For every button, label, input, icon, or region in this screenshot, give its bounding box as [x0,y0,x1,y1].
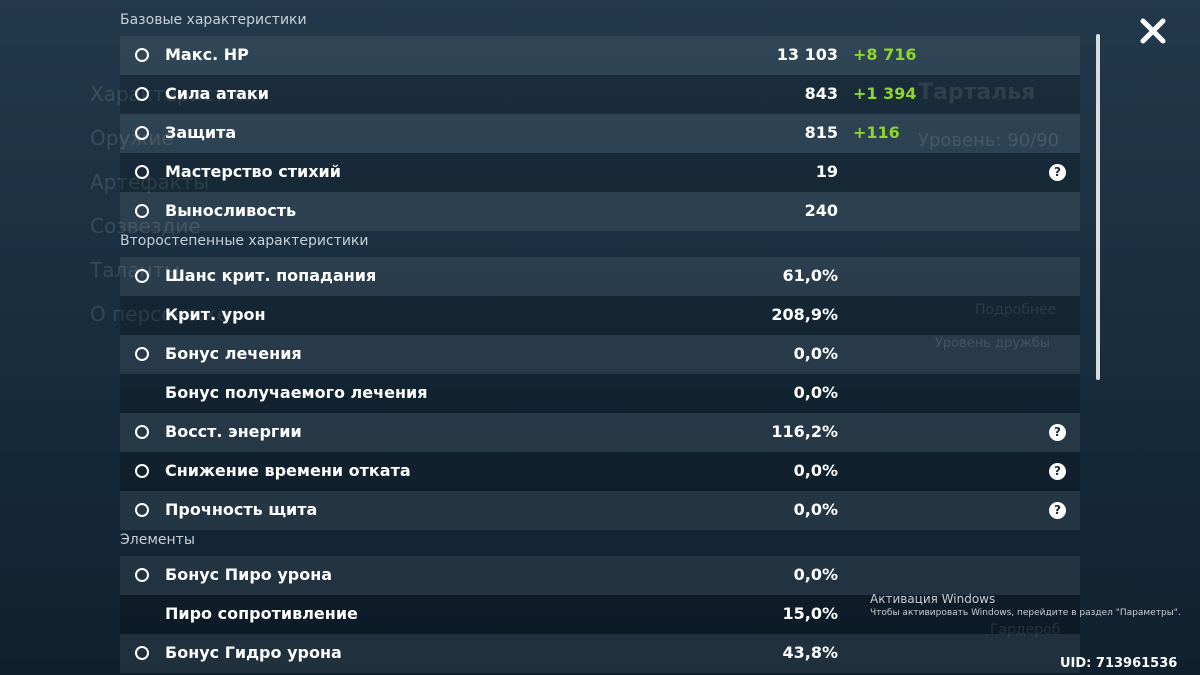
help-icon[interactable]: ? [1049,502,1066,519]
stat-name: Бонус Гидро урона [165,643,342,662]
stat-name: Макс. HP [165,45,249,64]
section-title: Второстепенные характеристики [120,233,369,249]
stat-value: 208,9% [771,305,838,324]
stat-value: 0,0% [793,461,838,480]
stat-row: Снижение времени отката 0,0%? [120,452,1080,491]
windows-title: Активация Windows [870,592,996,606]
stat-row: Макс. HP 13 103 +8 716 [120,36,1080,75]
stat-bonus: +116 [853,123,900,142]
stat-icon [135,87,149,101]
stat-name: Бонус получаемого лечения [165,383,428,402]
stat-value: 815 [804,123,838,142]
stat-value: 116,2% [771,422,838,441]
section-title: Базовые характеристики [120,12,307,28]
stat-icon [135,503,149,517]
menu-item: Характеристики [90,82,264,106]
stat-row: Защита 815 +116 [120,114,1080,153]
windows-text: Чтобы активировать Windows, перейдите в … [870,608,1181,618]
stat-icon [135,269,149,283]
stat-name: Выносливость [165,201,297,220]
menu-item: Созвездие [90,214,201,238]
stat-icon [135,204,149,218]
stat-row: Бонус лечения 0,0% [120,335,1080,374]
stat-row: Бонус получаемого лечения 0,0% [120,374,1080,413]
stat-name: Бонус Пиро урона [165,565,333,584]
stat-name: Защита [165,123,237,142]
stat-value: 0,0% [793,500,838,519]
close-button[interactable] [1140,18,1166,44]
stat-row: Восст. энергии 116,2%? [120,413,1080,452]
stat-icon [135,347,149,361]
stat-bonus: +8 716 [853,45,917,64]
stat-value: 15,0% [782,604,838,623]
stat-value: 0,0% [793,383,838,402]
wardrobe-button[interactable]: Гардероб [990,622,1061,638]
stat-row: Выносливость 240 [120,192,1080,231]
help-icon[interactable]: ? [1049,463,1066,480]
stat-value: 61,0% [782,266,838,285]
stat-value: 13 103 [776,45,838,64]
stat-name: Сила атаки [165,84,269,103]
stat-name: Снижение времени отката [165,461,411,480]
stat-name: Восст. энергии [165,422,302,441]
uid: UID: 713961536 [1060,656,1178,671]
help-icon[interactable]: ? [1049,424,1066,441]
menu-item: О персонаже [90,302,230,326]
stat-name: Пиро сопротивление [165,604,358,623]
stat-name: Бонус лечения [165,344,302,363]
scrollbar[interactable] [1096,34,1100,380]
character-name: Тарталья [918,80,1036,105]
stat-icon [135,464,149,478]
stat-name: Прочность щита [165,500,318,519]
friendship: Уровень дружбы [935,336,1051,351]
stat-name: Мастерство стихий [165,162,341,181]
character-level: Уровень: 90/90 [918,130,1060,151]
stat-icon [135,126,149,140]
stat-row: Сила атаки 843 +1 394 [120,75,1080,114]
stat-row: Бонус Гидро урона 43,8% [120,634,1080,673]
stat-bonus: +1 394 [853,84,917,103]
stat-name: Крит. урон [165,305,266,324]
section-title: Элементы [120,532,195,548]
stat-value: 19 [815,162,838,181]
menu-item: Оружие [90,126,174,150]
stat-value: 843 [804,84,838,103]
stat-value: 43,8% [782,643,838,662]
stat-name: Шанс крит. попадания [165,266,377,285]
stat-value: 0,0% [793,565,838,584]
stat-row: Прочность щита 0,0%? [120,491,1080,530]
stat-icon [135,48,149,62]
stat-row: Пиро сопротивление 15,0% [120,595,1080,634]
stat-icon [135,425,149,439]
menu-item: Артефакты [90,170,210,194]
stat-row: Крит. урон 208,9% [120,296,1080,335]
details-button[interactable]: Подробнее [975,302,1057,318]
stat-value: 0,0% [793,344,838,363]
stat-row: Бонус Пиро урона 0,0% [120,556,1080,595]
stat-row: Шанс крит. попадания 61,0% [120,257,1080,296]
help-icon[interactable]: ? [1049,164,1066,181]
stat-icon [135,568,149,582]
stat-icon [135,165,149,179]
stat-value: 240 [804,201,838,220]
stat-row: Мастерство стихий 19? [120,153,1080,192]
stat-icon [135,646,149,660]
